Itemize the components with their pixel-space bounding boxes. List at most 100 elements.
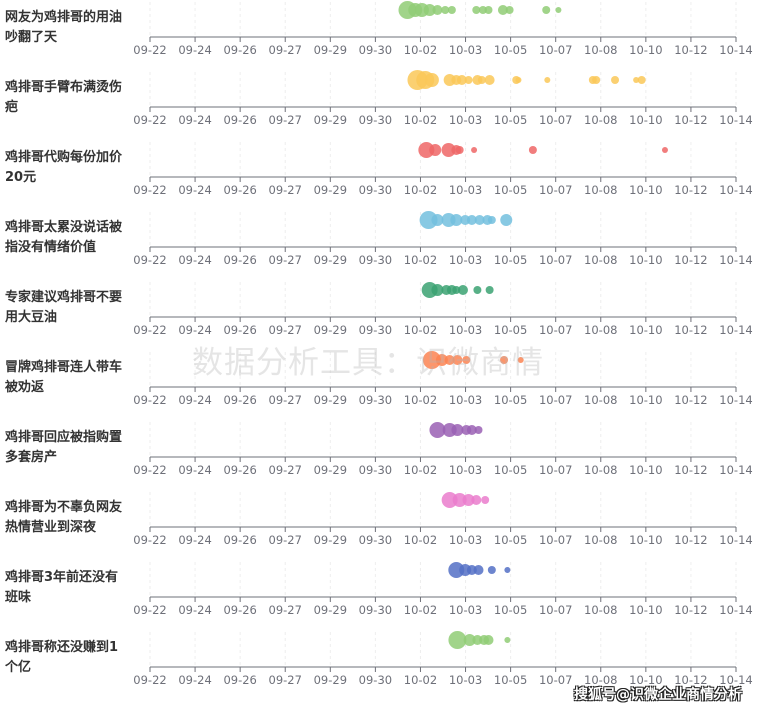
tick-label: 09-26 [223,183,256,197]
tick-label: 10-14 [719,43,752,57]
tick-label: 09-24 [178,673,211,687]
tick-label: 09-22 [133,603,166,617]
tick-label: 09-30 [359,603,392,617]
bubble [462,356,471,364]
tick-label: 10-08 [584,393,617,407]
bubble [441,143,456,157]
tick-label: 09-30 [359,533,392,547]
tick-label: 09-22 [133,393,166,407]
bubble [451,424,464,436]
tick-label: 10-10 [629,113,662,127]
series-title: 鸡排哥代购每份加价20元 [5,150,123,185]
tick-label: 10-02 [404,43,437,57]
bubble [485,286,494,294]
tick-label: 09-24 [178,43,211,57]
tick-label: 09-27 [269,463,302,477]
tick-label: 09-22 [133,43,166,57]
tick-label: 10-12 [674,603,707,617]
bubble [429,144,442,156]
tick-label: 09-27 [269,603,302,617]
tick-label: 10-07 [539,533,572,547]
bubble [471,147,478,153]
bubble [435,354,448,366]
tick-label: 10-02 [404,463,437,477]
tick-label: 10-07 [539,323,572,337]
bubble [431,284,444,296]
tick-label: 09-27 [269,533,302,547]
tick-label: 09-22 [133,253,166,267]
tick-label: 09-30 [359,183,392,197]
tick-label: 10-14 [719,463,752,477]
bubble [544,77,551,83]
tick-label: 09-27 [269,393,302,407]
tick-label: 10-03 [449,323,482,337]
bubble [528,146,537,154]
tick-label: 09-27 [269,43,302,57]
bubble [431,214,444,226]
tick-label: 09-30 [359,393,392,407]
tick-label: 10-03 [449,673,482,687]
tick-label: 09-24 [178,393,211,407]
tick-label: 10-14 [719,673,752,687]
tick-label: 10-12 [674,183,707,197]
bubble [505,6,514,14]
bubble [422,351,441,369]
tick-label: 10-02 [404,673,437,687]
tick-label: 09-26 [223,673,256,687]
bubble [464,76,473,84]
bubble [466,215,477,225]
bubble [472,6,481,14]
bubble [452,493,467,507]
tick-label: 09-30 [359,463,392,477]
tick-label: 10-05 [494,393,527,407]
bubble [497,5,508,15]
bubble [487,216,496,224]
bubble [448,562,465,578]
bubble [483,635,494,645]
tick-label: 09-29 [314,253,347,267]
tick-label: 10-10 [629,253,662,267]
bubble [466,425,477,435]
tick-label: 10-03 [449,603,482,617]
tick-label: 09-24 [178,113,211,127]
bubble [517,357,524,363]
tick-label: 10-03 [449,183,482,197]
tick-label: 10-08 [584,533,617,547]
bubble [633,77,640,83]
bubble [452,286,461,294]
tick-label: 09-29 [314,323,347,337]
tick-label: 10-10 [629,673,662,687]
tick-label: 09-30 [359,323,392,337]
tick-label: 10-02 [404,323,437,337]
tick-label: 10-12 [674,43,707,57]
tick-label: 10-05 [494,183,527,197]
tick-label: 10-10 [629,43,662,57]
tick-label: 10-14 [719,393,752,407]
tick-label: 10-02 [404,393,437,407]
series-title: 鸡排哥手臂布满烫伤疤 [5,80,123,115]
tick-label: 10-08 [584,463,617,477]
tick-label: 09-26 [223,113,256,127]
tick-label: 10-03 [449,253,482,267]
bubble [450,214,463,226]
series-title: 冒牌鸡排哥连人带车被劝返 [5,360,123,395]
tick-label: 10-02 [404,533,437,547]
series-title: 专家建议鸡排哥不要用大豆油 [5,290,123,325]
bubble [474,426,483,434]
tick-label: 09-24 [178,603,211,617]
tick-label: 10-08 [584,43,617,57]
tick-label: 09-30 [359,673,392,687]
bubble [504,567,511,573]
bubble [500,214,513,226]
tick-label: 10-14 [719,113,752,127]
tick-label: 10-03 [449,393,482,407]
bubble [487,566,496,574]
watermark: 数据分析工具：识微商情 [192,345,544,381]
bubble [504,637,511,643]
bubble [484,75,495,85]
tick-label: 10-08 [584,323,617,337]
tick-label: 10-10 [629,603,662,617]
bubble [478,6,487,14]
tick-label: 09-29 [314,673,347,687]
